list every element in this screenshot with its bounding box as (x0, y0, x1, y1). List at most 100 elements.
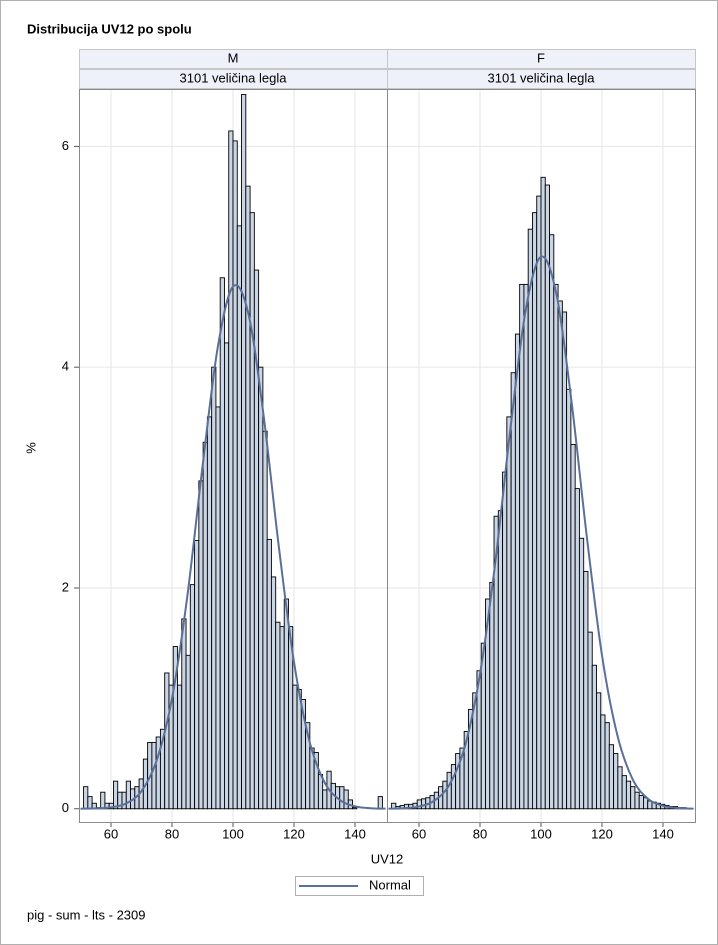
bar (181, 618, 187, 810)
bar (421, 798, 427, 810)
bar (275, 621, 281, 810)
bar (296, 689, 302, 810)
bar (519, 283, 525, 810)
bar (125, 780, 131, 810)
bar (450, 764, 457, 810)
bar (279, 626, 285, 810)
bar (339, 786, 345, 810)
bar (211, 366, 217, 810)
x-axis-label: UV12 (371, 851, 404, 866)
bar (621, 775, 627, 810)
bar (634, 791, 640, 810)
y-tick-label: 0 (62, 800, 69, 815)
bar (343, 789, 349, 810)
bar (527, 228, 533, 810)
bar (523, 283, 529, 810)
x-tick-label: 100 (222, 826, 244, 841)
bar (189, 584, 196, 810)
bar (630, 786, 636, 810)
bar (604, 722, 610, 810)
panel-sublabel: 3101 veličina legla (180, 70, 288, 85)
bar (587, 631, 593, 810)
legend: Normal (295, 876, 424, 896)
bar (266, 538, 272, 810)
bar (241, 94, 247, 810)
bar (352, 807, 358, 810)
bar (100, 791, 106, 810)
x-tick-label: 100 (530, 826, 552, 841)
bar (566, 388, 572, 810)
bar (608, 744, 615, 810)
x-tick-label: 60 (412, 826, 426, 841)
bar (292, 684, 298, 810)
bar (202, 441, 208, 810)
bar (540, 176, 546, 810)
bar (574, 488, 580, 810)
legend-box (295, 876, 424, 896)
bar (87, 796, 93, 810)
y-tick-label: 6 (62, 138, 69, 153)
x-tick-label: 120 (283, 826, 305, 841)
panel-frame (387, 89, 696, 823)
bar (177, 684, 183, 810)
bar (570, 444, 576, 810)
bar (442, 780, 448, 810)
bar (121, 791, 127, 810)
bar (497, 510, 504, 810)
bar (506, 416, 512, 810)
normal-curve (388, 255, 694, 810)
bar (544, 184, 550, 810)
bar (113, 780, 119, 810)
y-tick-label: 2 (62, 579, 69, 594)
bar (83, 786, 89, 810)
bar (446, 771, 452, 810)
bar (245, 185, 251, 810)
bar (198, 480, 204, 810)
x-tick-label: 60 (104, 826, 118, 841)
bar (643, 797, 649, 810)
bar (258, 366, 264, 810)
bar (489, 582, 495, 810)
bar (185, 654, 191, 810)
bar (206, 416, 213, 810)
chart-title: Distribucija UV12 po spolu (27, 21, 192, 36)
bar (549, 234, 555, 810)
bar (617, 766, 623, 810)
bar (164, 672, 170, 810)
x-tick-label: 140 (652, 826, 674, 841)
bar (249, 212, 255, 810)
bar (317, 774, 324, 810)
bar (578, 537, 585, 810)
panel-label: F (537, 50, 545, 65)
bar (532, 212, 538, 810)
bar (514, 333, 521, 810)
bar (224, 342, 230, 810)
bar (557, 300, 563, 810)
panel-sublabel: 3101 veličina legla (488, 70, 596, 85)
bar (219, 277, 225, 810)
x-tick-label: 80 (473, 826, 487, 841)
bar (536, 195, 542, 810)
y-tick-label: 4 (62, 359, 69, 374)
bar (591, 664, 597, 810)
footnote: pig - sum - lts - 2309 (27, 907, 146, 922)
x-tick-label: 120 (591, 826, 613, 841)
panel-label: M (228, 50, 239, 65)
bar (270, 576, 277, 810)
bar (638, 795, 644, 810)
bar (215, 406, 221, 810)
bar (596, 692, 602, 810)
bar (377, 796, 383, 810)
bar (283, 598, 289, 810)
bar (583, 570, 589, 810)
panel-subheader (387, 69, 696, 89)
legend-label: Normal (369, 877, 411, 892)
panel-header (387, 49, 696, 69)
bar (228, 130, 234, 810)
bar (262, 430, 268, 810)
bar (613, 753, 619, 810)
bar (510, 372, 516, 810)
bar (561, 311, 568, 810)
bar (600, 714, 606, 810)
